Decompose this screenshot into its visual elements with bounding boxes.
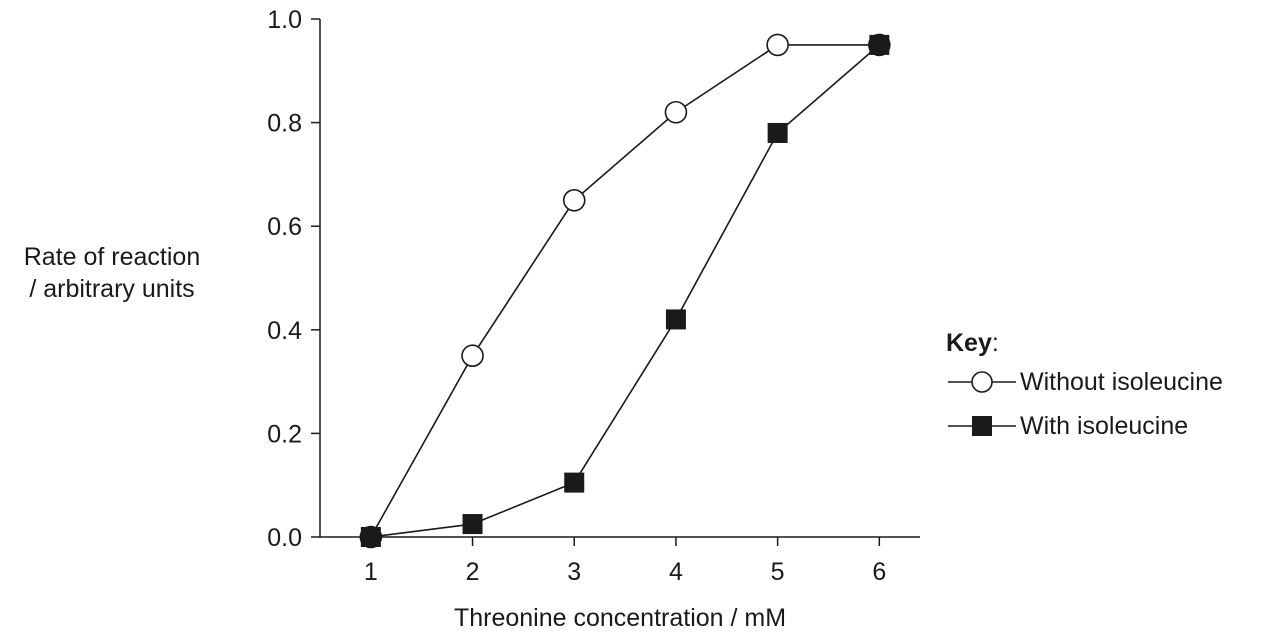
open-circle-marker-icon [948,371,1016,393]
x-tick-label: 4 [669,558,683,586]
y-tick-label: 0.8 [267,110,302,138]
x-axis-label: Threonine concentration / mM [454,604,786,632]
with-isoleucine-point [767,122,788,143]
with-isoleucine-point [665,309,686,330]
y-tick-label: 0.2 [267,420,302,448]
series-line-without-isoleucine [370,44,880,538]
without-isoleucine-point [664,100,688,124]
y-tick-label: 0.0 [267,524,302,552]
y-tick-label: 1.0 [267,6,302,34]
shared-point [868,33,891,57]
y-tick-label: 0.6 [267,213,302,241]
without-isoleucine-point [461,344,484,368]
series-line-with-isoleucine [370,44,880,538]
filled-square-marker-icon [948,416,1016,436]
legend-title: Key: [946,326,1223,360]
without-isoleucine-point [766,33,789,57]
legend: Key: Without isoleucine With isoleucine [946,326,1223,448]
legend-label-with-isoleucine: With isoleucine [1020,412,1189,440]
legend-item-with-isoleucine: With isoleucine [946,404,1223,448]
shared-point [359,525,383,549]
x-tick-label: 1 [364,558,378,586]
with-isoleucine-point [462,514,483,535]
x-tick-label: 3 [567,558,581,586]
y-tick-label: 0.4 [267,317,302,345]
x-tick-label: 5 [771,558,785,586]
without-isoleucine-point [562,189,586,212]
legend-label-without-isoleucine: Without isoleucine [1020,368,1223,396]
y-axis-label-line-2: / arbitrary units [29,275,195,303]
x-tick-label: 2 [466,558,480,586]
legend-title-text: Key [946,329,992,357]
x-tick-label: 6 [872,558,886,586]
with-isoleucine-point [564,472,585,493]
legend-item-without-isoleucine: Without isoleucine [946,360,1223,404]
legend-title-colon: : [991,329,999,357]
y-axis-label: Rate of reaction / arbitrary units [6,241,218,305]
y-axis-label-line-1: Rate of reaction [23,243,201,271]
